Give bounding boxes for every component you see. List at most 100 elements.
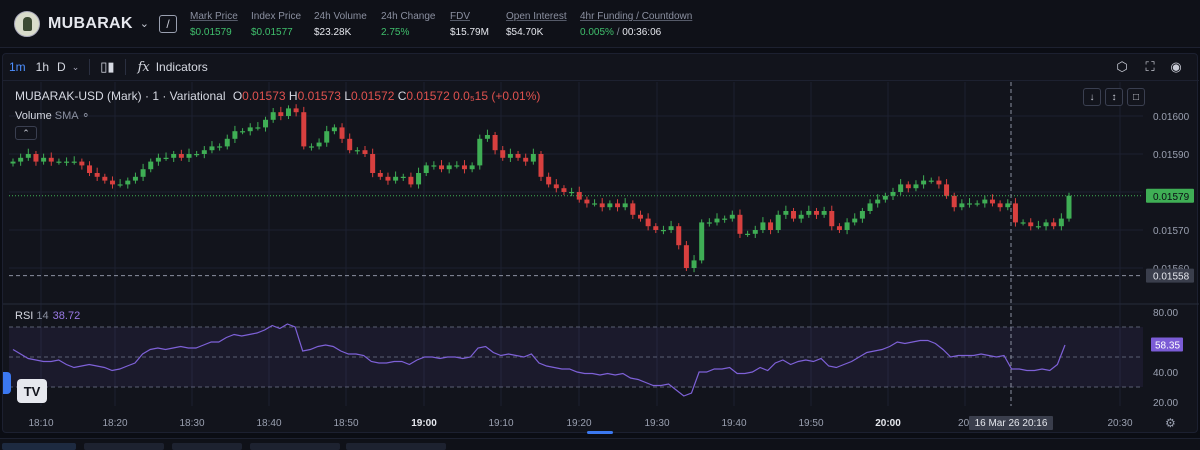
crosshair-price-badge (1146, 268, 1194, 283)
crosshair-price-text: 0.01558 (1153, 272, 1190, 283)
candle (1058, 218, 1064, 227)
candle (1012, 203, 1018, 223)
candle (714, 218, 720, 223)
indicators-icon[interactable]: fx (137, 59, 150, 75)
stat-label: 24h Change (381, 11, 436, 22)
bottom-tab[interactable] (346, 443, 446, 450)
candle (469, 165, 475, 170)
candle (377, 173, 383, 177)
candle (79, 161, 85, 166)
candle (997, 203, 1003, 208)
price-chart[interactable]: 0.016000.015900.015800.015700.015600.015… (3, 54, 1199, 434)
stat-label[interactable]: Open Interest (506, 11, 567, 22)
stat-24h-volume: 24h Volume $23.28K (314, 10, 367, 40)
candle (71, 161, 77, 163)
candle (408, 176, 414, 185)
crosshair-time-badge (969, 416, 1053, 430)
bottom-tab[interactable] (84, 443, 164, 450)
time-scroll-thumb[interactable] (587, 431, 613, 434)
candle (400, 176, 406, 178)
candle (645, 218, 651, 227)
tradingview-logo-icon[interactable]: TV (17, 379, 47, 403)
candle (752, 230, 758, 234)
price-axis-label: 0.01600 (1153, 112, 1190, 123)
candle (974, 203, 980, 205)
candle (584, 199, 590, 204)
candle (186, 154, 192, 158)
candle (982, 199, 988, 204)
candle (882, 195, 888, 200)
rsi-label: RSI 14 38.72 (15, 310, 81, 322)
collapse-pane-icon[interactable]: ↕ (1105, 88, 1123, 106)
candle (706, 222, 712, 224)
timeframe-1m[interactable]: 1m (9, 60, 26, 74)
stat-label[interactable]: FDV (450, 11, 470, 22)
stat-value: $0.01579 (190, 27, 232, 38)
bottom-tab[interactable] (250, 443, 340, 450)
candle (331, 127, 337, 132)
candle (1066, 195, 1072, 219)
candle (836, 226, 842, 230)
arrow-down-icon[interactable]: ↓ (1083, 88, 1101, 106)
collapse-button[interactable]: ⌃ (15, 126, 37, 140)
candle (699, 222, 705, 261)
candle (87, 165, 93, 173)
candle (867, 203, 873, 211)
candle (41, 157, 47, 162)
candle (760, 222, 766, 230)
candle (898, 184, 904, 192)
last-price-badge (1146, 188, 1194, 203)
candle (255, 127, 261, 129)
chevron-down-icon[interactable]: ⌄ (139, 18, 149, 30)
bottom-tab[interactable] (2, 443, 76, 450)
candle (913, 184, 919, 189)
timeframe-1h[interactable]: 1h (35, 60, 50, 74)
candle (293, 108, 299, 113)
gear-icon[interactable]: ⬡ (1116, 59, 1128, 74)
side-panel-handle[interactable] (3, 372, 11, 394)
candle (178, 154, 184, 158)
stat-label[interactable]: Mark Price (190, 11, 238, 22)
candle (1043, 222, 1049, 227)
candle (1035, 226, 1041, 228)
candle (821, 211, 827, 215)
candle (859, 211, 865, 219)
price-axis-label: 0.01590 (1153, 150, 1190, 161)
candle (523, 157, 529, 162)
candle (64, 161, 70, 163)
time-axis-label: 18:40 (256, 418, 281, 429)
candle (806, 211, 812, 215)
time-axis-label: 20:00 (875, 418, 901, 429)
candle (94, 173, 100, 177)
timeframe-d[interactable]: D (57, 60, 66, 74)
chevron-down-icon[interactable]: ⌄ (71, 61, 80, 72)
candle (33, 154, 39, 162)
chart-legend: MUBARAK-USD (Mark) · 1 · Variational O0.… (15, 89, 540, 103)
legend-ohlc: O0.01573 H0.01573 L0.01572 C0.01572 0.0₅… (232, 89, 541, 103)
slash-command-icon[interactable]: / (158, 14, 177, 33)
camera-icon[interactable]: ◉ (1170, 59, 1182, 74)
candle (416, 173, 422, 185)
candle (737, 214, 743, 234)
indicators-button[interactable]: Indicators (155, 60, 208, 74)
rsi-axis-label: 40.00 (1153, 368, 1178, 379)
candle (308, 146, 314, 148)
stat-label[interactable]: 4hr Funding / Countdown (580, 11, 693, 22)
candle (431, 165, 437, 167)
candle (454, 165, 460, 167)
candle (637, 214, 643, 219)
symbol-title[interactable]: MUBARAK (48, 14, 133, 32)
candle (347, 138, 353, 151)
candle (538, 154, 544, 177)
maximize-pane-icon[interactable]: □ (1127, 88, 1145, 106)
rsi-axis-label: 80.00 (1153, 308, 1178, 319)
toolbar-divider (89, 59, 91, 75)
candle (798, 214, 804, 219)
chart-toolbar: 1m 1h D ⌄ ▯▮ fx Indicators ⬡ ⛶ ◉ (3, 54, 1199, 80)
time-axis-label: 19:50 (798, 418, 823, 429)
fullscreen-icon[interactable]: ⛶ (1145, 59, 1155, 74)
rsi-last-badge (1151, 337, 1183, 352)
candlestick-icon[interactable]: ▯▮ (100, 59, 115, 74)
candle (324, 131, 330, 143)
bottom-tab[interactable] (172, 443, 242, 450)
